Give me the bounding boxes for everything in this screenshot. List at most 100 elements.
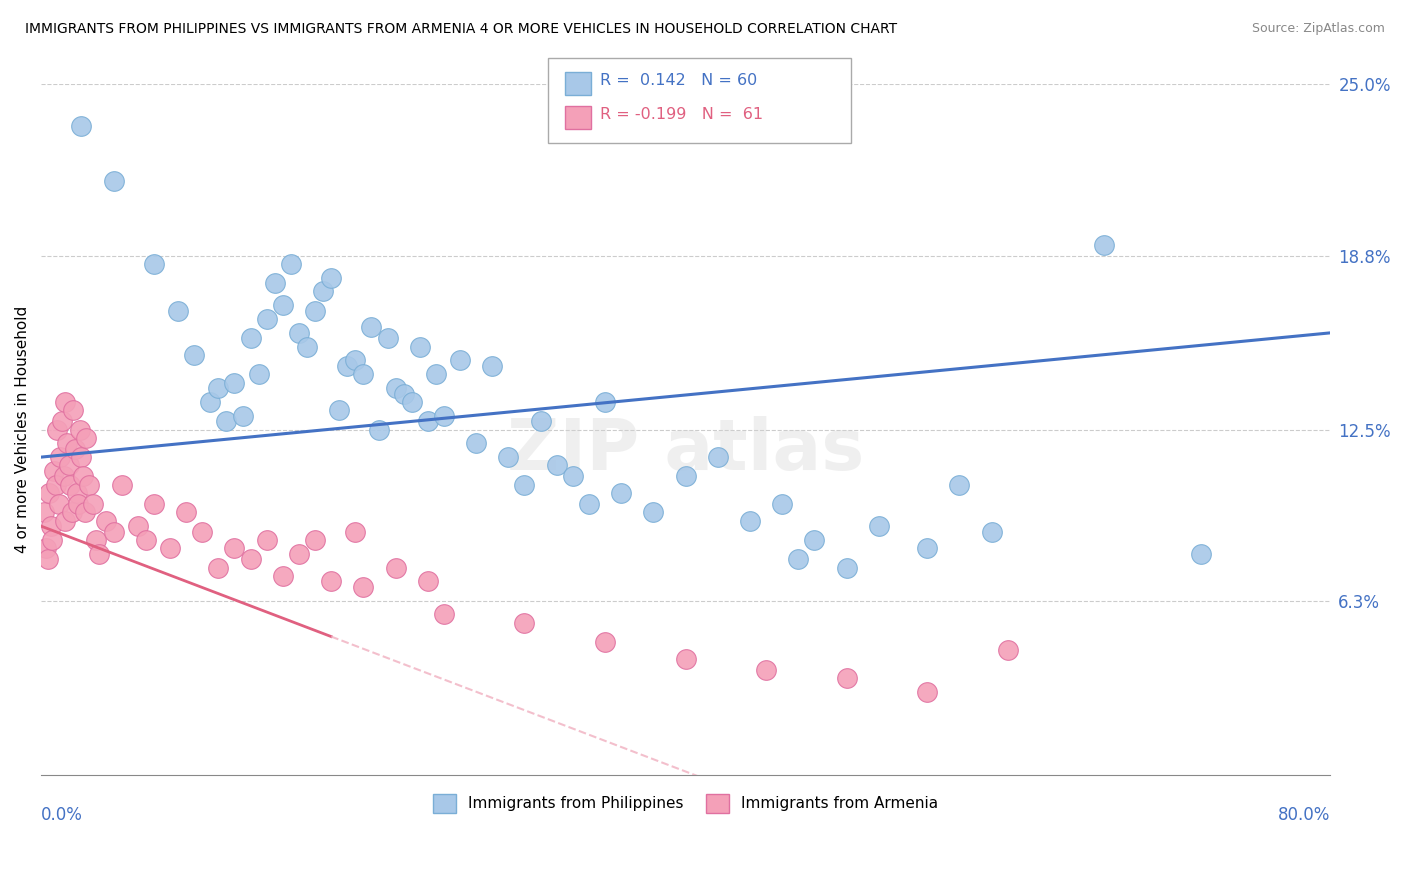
Point xyxy=(675,469,697,483)
Point xyxy=(915,685,938,699)
Point xyxy=(915,541,938,556)
Point xyxy=(135,533,157,547)
Point xyxy=(707,450,730,464)
Point xyxy=(1094,237,1116,252)
Point xyxy=(465,436,488,450)
Point xyxy=(37,552,59,566)
Point xyxy=(207,560,229,574)
Point xyxy=(94,514,117,528)
Point xyxy=(70,119,93,133)
Point xyxy=(416,414,439,428)
Legend: Immigrants from Philippines, Immigrants from Armenia: Immigrants from Philippines, Immigrants … xyxy=(426,788,945,819)
Point xyxy=(63,442,86,456)
Point xyxy=(174,505,197,519)
Point xyxy=(513,477,536,491)
Point xyxy=(610,486,633,500)
Point xyxy=(344,524,367,539)
Point xyxy=(127,519,149,533)
Point xyxy=(46,423,69,437)
Point xyxy=(191,524,214,539)
Point xyxy=(247,368,270,382)
Point xyxy=(39,519,62,533)
Point xyxy=(360,320,382,334)
Point xyxy=(755,663,778,677)
Point xyxy=(401,395,423,409)
Point xyxy=(42,464,65,478)
Point xyxy=(321,574,343,589)
Point xyxy=(295,340,318,354)
Point xyxy=(70,450,93,464)
Point xyxy=(224,376,246,390)
Point xyxy=(288,326,311,340)
Point xyxy=(368,423,391,437)
Point xyxy=(835,560,858,574)
Point xyxy=(304,533,326,547)
Point xyxy=(52,469,75,483)
Point xyxy=(288,547,311,561)
Point xyxy=(51,414,73,428)
Point xyxy=(207,381,229,395)
Point xyxy=(111,477,134,491)
Point xyxy=(271,298,294,312)
Point xyxy=(593,395,616,409)
Point xyxy=(35,541,58,556)
Point xyxy=(498,450,520,464)
Point xyxy=(593,635,616,649)
Point xyxy=(997,643,1019,657)
Point xyxy=(787,552,810,566)
Point xyxy=(263,276,285,290)
Point xyxy=(392,386,415,401)
Point xyxy=(271,569,294,583)
Text: ZIP atlas: ZIP atlas xyxy=(508,416,865,484)
Point xyxy=(60,505,83,519)
Point xyxy=(352,580,374,594)
Point xyxy=(546,458,568,473)
Point xyxy=(167,303,190,318)
Point xyxy=(948,477,970,491)
Point xyxy=(578,497,600,511)
Point xyxy=(62,403,84,417)
Point xyxy=(103,524,125,539)
Point xyxy=(45,477,67,491)
Point xyxy=(82,497,104,511)
Point xyxy=(59,477,82,491)
Text: IMMIGRANTS FROM PHILIPPINES VS IMMIGRANTS FROM ARMENIA 4 OR MORE VEHICLES IN HOU: IMMIGRANTS FROM PHILIPPINES VS IMMIGRANT… xyxy=(25,22,897,37)
Point xyxy=(239,552,262,566)
Text: R =  0.142   N = 60: R = 0.142 N = 60 xyxy=(600,73,758,88)
Point xyxy=(835,671,858,685)
Point xyxy=(433,409,456,423)
Point xyxy=(377,331,399,345)
Point xyxy=(142,257,165,271)
Point xyxy=(84,533,107,547)
Point xyxy=(48,497,70,511)
Point xyxy=(416,574,439,589)
Point xyxy=(256,533,278,547)
Point xyxy=(200,395,222,409)
Point xyxy=(56,436,79,450)
Text: R = -0.199   N =  61: R = -0.199 N = 61 xyxy=(600,107,763,122)
Point xyxy=(868,519,890,533)
Point xyxy=(352,368,374,382)
Point xyxy=(384,381,406,395)
Point xyxy=(73,505,96,519)
Point xyxy=(561,469,583,483)
Point xyxy=(312,285,335,299)
Point xyxy=(215,414,238,428)
Y-axis label: 4 or more Vehicles in Household: 4 or more Vehicles in Household xyxy=(15,306,30,553)
Point xyxy=(529,414,551,428)
Point xyxy=(34,505,56,519)
Point xyxy=(69,423,91,437)
Point xyxy=(67,497,90,511)
Point xyxy=(425,368,447,382)
Point xyxy=(231,409,253,423)
Point xyxy=(1189,547,1212,561)
Point xyxy=(409,340,432,354)
Point xyxy=(449,353,471,368)
Point xyxy=(321,270,343,285)
Point xyxy=(87,547,110,561)
Point xyxy=(53,514,76,528)
Text: 80.0%: 80.0% xyxy=(1278,805,1330,823)
Text: Source: ZipAtlas.com: Source: ZipAtlas.com xyxy=(1251,22,1385,36)
Point xyxy=(481,359,503,373)
Point xyxy=(38,486,60,500)
